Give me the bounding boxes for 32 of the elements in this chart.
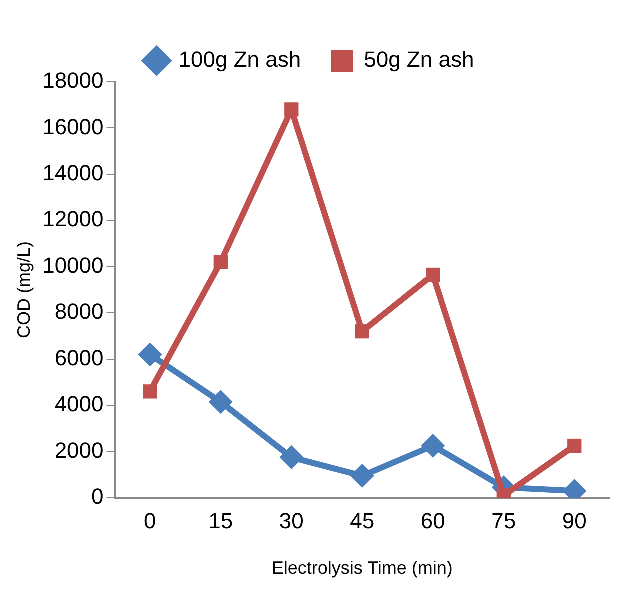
x-tick-label: 75 xyxy=(492,508,516,534)
y-tick-label: 14000 xyxy=(42,160,104,186)
x-tick-label: 90 xyxy=(562,508,587,534)
x-tick-label: 0 xyxy=(144,508,156,534)
y-axis-title: COD (mg/L) xyxy=(14,241,34,339)
y-tick-label: 12000 xyxy=(42,206,104,232)
x-tick-label: 45 xyxy=(350,508,375,534)
y-tick-label: 8000 xyxy=(54,299,104,324)
y-tick-label: 18000 xyxy=(42,68,104,94)
point xyxy=(568,438,582,454)
y-tick-label: 6000 xyxy=(54,345,104,370)
x-tick-label: 60 xyxy=(420,508,446,534)
y-tick-label: 2000 xyxy=(54,438,104,463)
point xyxy=(421,434,446,458)
point xyxy=(350,464,374,488)
legend-label: 100g Zn ash xyxy=(178,47,302,72)
y-tick-label: 0 xyxy=(92,484,104,510)
point xyxy=(214,255,228,270)
y-tick-label: 10000 xyxy=(42,252,104,278)
point xyxy=(284,102,299,117)
y-tick-label: 16000 xyxy=(42,114,104,140)
point xyxy=(280,446,304,470)
y-tick-label: 4000 xyxy=(54,392,104,417)
x-axis-title: Electrolysis Time (min) xyxy=(272,558,453,578)
point xyxy=(355,324,370,339)
point xyxy=(143,384,158,399)
point xyxy=(426,268,440,282)
legend-label: 50g Zn ash xyxy=(364,47,474,72)
point xyxy=(208,390,233,414)
x-tick-label: 15 xyxy=(208,508,234,534)
x-tick-label: 30 xyxy=(279,508,304,534)
point xyxy=(138,342,162,367)
